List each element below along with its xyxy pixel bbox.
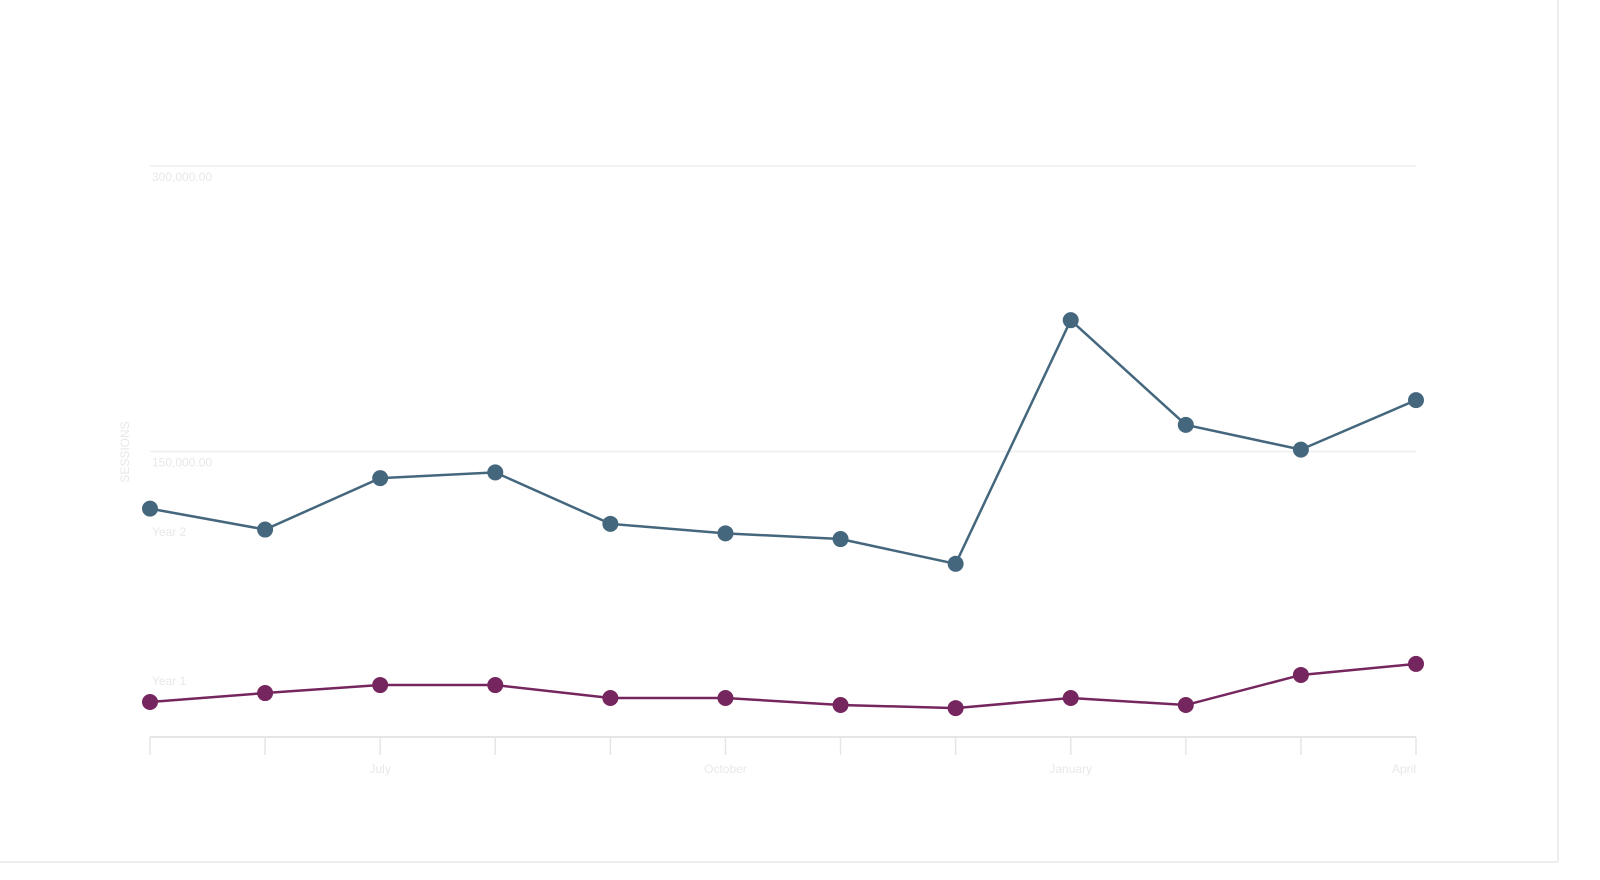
data-point [372,470,389,487]
data-point [602,515,619,532]
data-point [1408,655,1424,672]
x-tick-label: April [1392,762,1416,776]
data-point [832,531,849,548]
data-point [717,689,734,706]
data-point [1292,666,1309,683]
series-label: Year 1 [152,674,187,688]
data-point [257,521,274,538]
data-point [1062,312,1079,329]
series-line [149,662,1417,710]
data-point [832,697,849,714]
data-point [1177,697,1194,714]
data-point [947,700,964,717]
y-tick-label: 300,000.00 [152,170,212,184]
series-line [149,318,1417,566]
series-label: Year 2 [152,525,187,539]
y-tick-label: 150,000.00 [152,456,212,470]
data-point [947,555,964,572]
data-point [372,677,389,694]
data-point [142,693,158,710]
data-point [602,689,619,706]
y-axis-label: SESSIONS [118,421,132,482]
data-point [142,500,158,517]
data-point [1408,392,1424,409]
data-point [487,677,504,694]
x-tick-label: January [1049,762,1092,776]
data-point [487,464,504,481]
data-point [1177,416,1194,433]
data-point [717,525,734,542]
x-tick-label: July [370,762,391,776]
data-point [1292,441,1309,458]
data-point [1062,689,1079,706]
data-point [257,685,274,702]
x-tick-label: October [704,762,747,776]
